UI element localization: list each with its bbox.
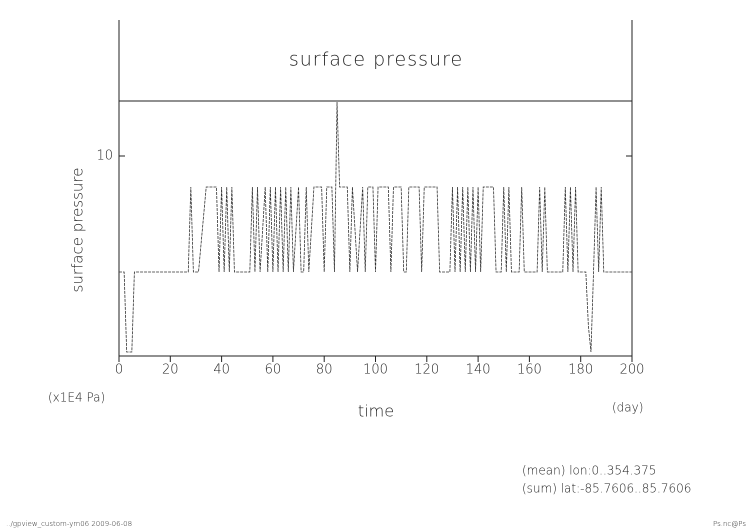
y-tick-label: 10 xyxy=(96,149,113,164)
y-axis-label: surface pressure xyxy=(69,168,87,293)
x-tick-label: 80 xyxy=(316,363,333,378)
x-tick-label: 40 xyxy=(213,363,230,378)
x-unit: (day) xyxy=(612,401,643,415)
y-unit: (x1E4 Pa) xyxy=(48,391,105,405)
x-tick-label: 20 xyxy=(162,363,179,378)
data-line xyxy=(119,101,632,353)
x-tick-label: 120 xyxy=(414,363,439,378)
x-axis-label: time xyxy=(358,402,394,421)
x-tick-label: 200 xyxy=(620,363,645,378)
x-tick-label: 60 xyxy=(265,363,282,378)
annotation: (sum) lat:-85.7606..85.7606 xyxy=(522,482,691,496)
x-tick-label: 180 xyxy=(568,363,593,378)
x-tick-label: 0 xyxy=(115,363,123,378)
footer-right: Ps.nc@Ps xyxy=(713,520,746,528)
x-tick-label: 100 xyxy=(363,363,388,378)
footer-left: ../gpview_custom-ym06 2009-06-08 xyxy=(6,520,132,528)
annotation: (mean) lon:0..354.375 xyxy=(522,464,656,478)
chart-title: surface pressure xyxy=(289,49,463,71)
x-tick-label: 160 xyxy=(517,363,542,378)
x-tick-label: 140 xyxy=(466,363,491,378)
